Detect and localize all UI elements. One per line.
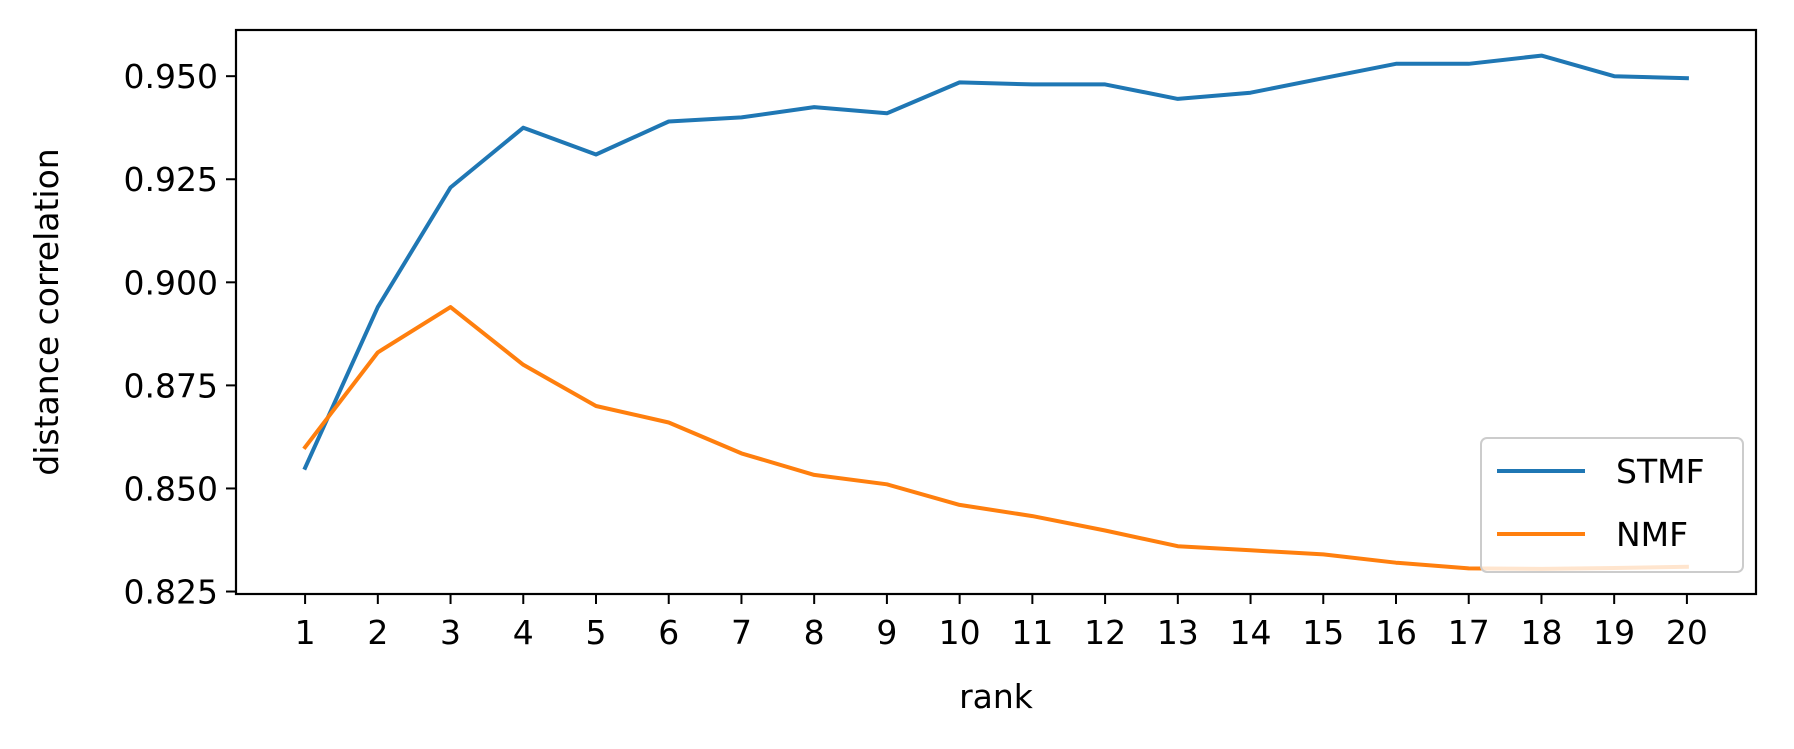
x-tick-label: 11 (1011, 613, 1053, 652)
x-tick-label: 2 (367, 613, 388, 652)
x-tick-label: 9 (876, 613, 897, 652)
x-tick-label: 5 (586, 613, 607, 652)
plot-area (234, 28, 1758, 596)
x-axis: 1 2 3 4 5 6 7 8 9 10 11 12 13 14 15 16 17 18 19 20 (295, 594, 1708, 652)
legend-label-stmf: STMF (1616, 452, 1705, 491)
series-line-nmf (302, 305, 1689, 571)
x-tick-label: 19 (1593, 613, 1635, 652)
x-tick-label: 4 (513, 613, 534, 652)
y-axis: 0.825 0.850 0.875 0.900 0.925 0.950 (124, 57, 236, 612)
x-tick-label: 20 (1666, 613, 1708, 652)
legend: STMF NMF (1480, 437, 1744, 573)
axes-frame (234, 28, 1758, 596)
x-axis-label: rank (959, 677, 1034, 716)
x-tick-label: 13 (1157, 613, 1199, 652)
x-tick-label: 12 (1084, 613, 1126, 652)
x-tick-label: 8 (804, 613, 825, 652)
series-layer (302, 53, 1689, 571)
x-tick-label: 1 (295, 613, 316, 652)
x-tick-label: 10 (939, 613, 981, 652)
y-tick-label: 0.925 (124, 160, 218, 199)
y-tick-label: 0.875 (124, 366, 218, 405)
x-tick-label: 14 (1230, 613, 1272, 652)
y-axis-label: distance correlation (27, 148, 66, 475)
legend-label-nmf: NMF (1616, 515, 1688, 554)
y-tick-label: 0.850 (124, 469, 218, 508)
x-tick-label: 18 (1520, 613, 1562, 652)
x-tick-label: 17 (1448, 613, 1490, 652)
x-tick-label: 6 (658, 613, 679, 652)
x-tick-label: 3 (440, 613, 461, 652)
x-tick-label: 7 (731, 613, 752, 652)
y-tick-label: 0.950 (124, 57, 218, 96)
x-tick-label: 15 (1302, 613, 1344, 652)
x-tick-label: 16 (1375, 613, 1417, 652)
y-tick-label: 0.825 (124, 573, 218, 612)
series-line-stmf (302, 53, 1689, 471)
y-tick-label: 0.900 (124, 263, 218, 302)
